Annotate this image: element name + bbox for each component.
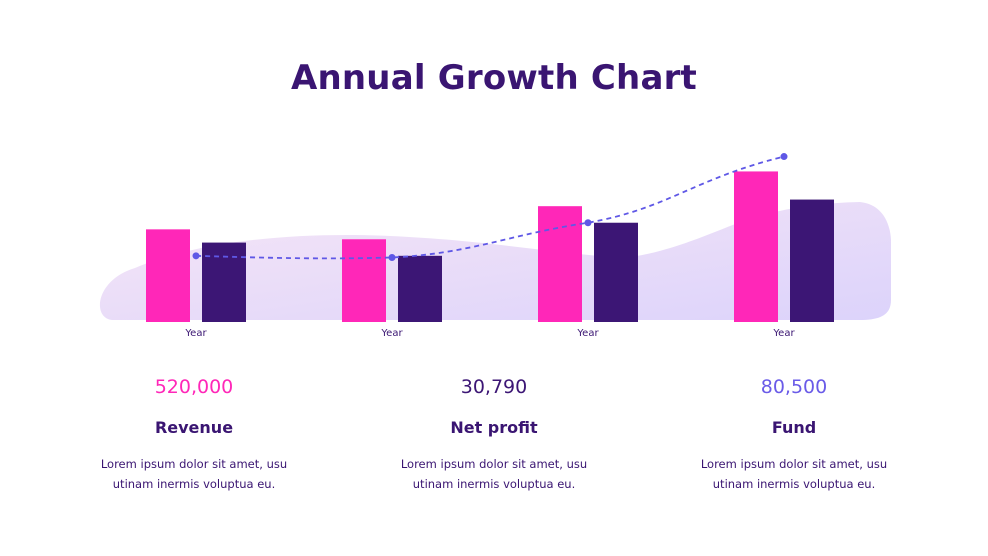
stat-value: 30,790 — [460, 376, 528, 398]
x-tick-label: Year — [380, 328, 403, 339]
bar-series2-group2 — [398, 255, 442, 322]
bar-series2-group3 — [594, 222, 638, 322]
bar-series2-group4 — [790, 199, 834, 322]
stat-description-line: utinam inermis voluptua eu. — [712, 477, 876, 491]
bar-series1-group4 — [734, 171, 778, 322]
stat-value: 80,500 — [760, 376, 828, 398]
bar-series1-group3 — [538, 206, 582, 322]
trend-point — [388, 253, 396, 261]
stat-description-line: Lorem ipsum dolor sit amet, usu — [700, 457, 888, 471]
trend-point — [780, 153, 788, 161]
x-tick-label: Year — [772, 328, 795, 339]
stat-description: Lorem ipsum dolor sit amet, usu utinam i… — [74, 454, 314, 494]
background-wave — [99, 202, 892, 320]
stat-description: Lorem ipsum dolor sit amet, usu utinam i… — [674, 454, 914, 494]
stat-value: 520,000 — [154, 376, 234, 398]
stat-description-line: Lorem ipsum dolor sit amet, usu — [400, 457, 588, 471]
stat-label: Revenue — [154, 418, 234, 437]
bar-series2-group1 — [202, 242, 246, 322]
x-tick-label: Year — [184, 328, 207, 339]
trend-point — [584, 219, 592, 227]
trend-point — [192, 252, 200, 260]
stat-description: Lorem ipsum dolor sit amet, usu utinam i… — [374, 454, 614, 494]
stat-description-line: Lorem ipsum dolor sit amet, usu — [100, 457, 288, 471]
stat-label: Fund — [771, 418, 817, 437]
stat-label: Net profit — [450, 418, 538, 437]
stat-description-line: utinam inermis voluptua eu. — [112, 477, 276, 491]
stat-description-line: utinam inermis voluptua eu. — [412, 477, 576, 491]
chart-title: Annual Growth Chart — [290, 58, 698, 98]
x-tick-label: Year — [576, 328, 599, 339]
bar-series1-group2 — [342, 239, 386, 322]
bar-series1-group1 — [146, 229, 190, 322]
